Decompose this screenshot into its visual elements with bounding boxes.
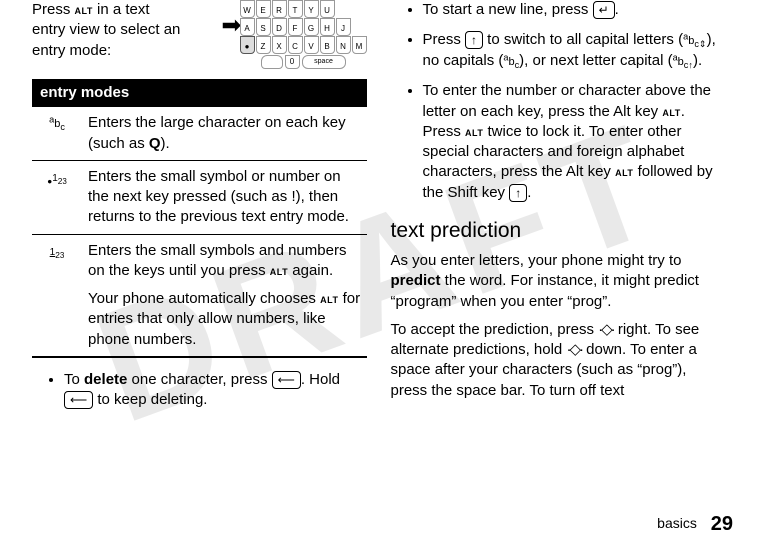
- right-column: To start a new line, press ↵. Press ↑ to…: [379, 0, 738, 546]
- alt-key-icon: ALT: [615, 168, 633, 178]
- back-key-icon: ⟵: [64, 391, 93, 409]
- prediction-para2: To accept the prediction, press ·◇· righ…: [391, 320, 726, 401]
- row2-desc: Enters the small symbol or number on the…: [82, 160, 367, 234]
- list-item: Press ↑ to switch to all capital letters…: [423, 30, 726, 71]
- list-item: To enter the number or character above t…: [423, 81, 726, 203]
- list-item: To start a new line, press ↵.: [423, 0, 726, 20]
- alt-key-icon: ALT: [320, 295, 338, 305]
- keyboard-illustration: ➡ WERTYU ASDFGHJ ●ZXCVBNM 0space: [182, 0, 367, 69]
- shift-key-icon: ↑: [465, 31, 483, 49]
- alt-key-icon: ALT: [465, 128, 483, 138]
- underline123-mode-icon: 123: [50, 247, 65, 258]
- back-key-icon: ⟵: [272, 371, 301, 389]
- table-row: ●123 Enters the small symbol or number o…: [32, 160, 367, 234]
- page-content: Press ALT in a text entry view to select…: [0, 0, 757, 546]
- dot123-mode-icon: ●123: [47, 173, 67, 184]
- intro-pre: Press: [32, 1, 75, 18]
- right-bullets: To start a new line, press ↵. Press ↑ to…: [391, 0, 726, 203]
- nav-key-icon: ·◇·: [566, 341, 582, 358]
- intro-text: Press ALT in a text entry view to select…: [32, 0, 182, 69]
- list-item: To delete one character, press ⟵. Hold ⟵…: [64, 370, 367, 411]
- prediction-para1: As you enter letters, your phone might t…: [391, 251, 726, 312]
- left-column: Press ALT in a text entry view to select…: [20, 0, 379, 546]
- no-caps-icon: abc: [503, 56, 519, 68]
- caps-lock-icon: abc⇕: [683, 35, 706, 47]
- nav-key-icon: ·◇·: [598, 321, 614, 338]
- row1-desc: Enters the large character on each key (…: [82, 107, 367, 160]
- alt-key-icon: ALT: [75, 6, 93, 16]
- table-row: abc Enters the large character on each k…: [32, 107, 367, 160]
- section-heading: text prediction: [391, 217, 726, 245]
- enter-key-icon: ↵: [593, 1, 615, 19]
- left-bullets: To delete one character, press ⟵. Hold ⟵…: [32, 370, 367, 411]
- table-header: entry modes: [32, 79, 367, 107]
- pointer-arrow-icon: ➡: [221, 14, 241, 38]
- row3-desc: Enters the small symbols and numbers on …: [82, 234, 367, 357]
- table-row: 123 Enters the small symbols and numbers…: [32, 234, 367, 357]
- alt-key-icon: ALT: [662, 108, 680, 118]
- abc-mode-icon: abc: [49, 118, 65, 130]
- entry-modes-table: entry modes abc Enters the large charact…: [32, 79, 367, 358]
- shift-key-icon: ↑: [509, 184, 527, 202]
- alt-key-icon: ALT: [270, 267, 288, 277]
- next-cap-icon: abc↑: [673, 56, 693, 68]
